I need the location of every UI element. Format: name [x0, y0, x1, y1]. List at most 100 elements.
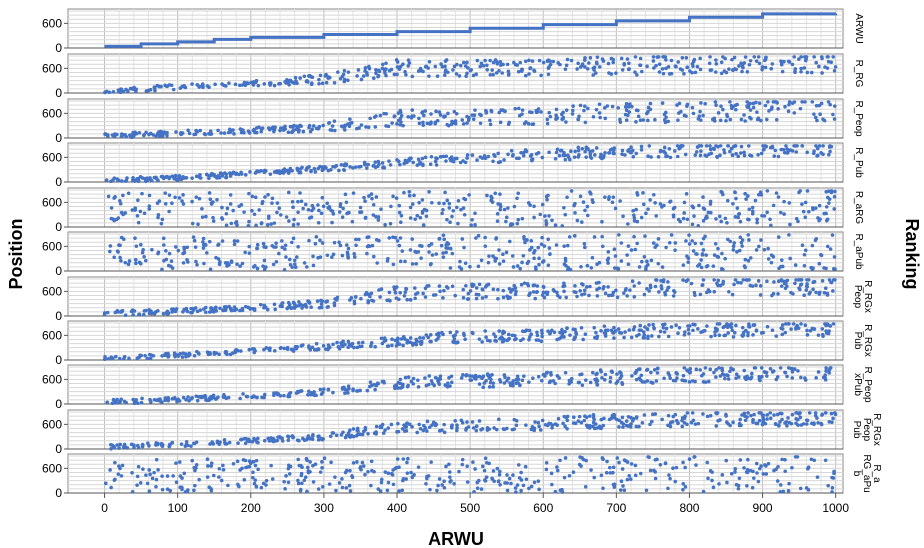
data-point [115, 177, 120, 181]
data-point [297, 303, 301, 308]
data-point [288, 390, 293, 395]
data-point [622, 488, 627, 493]
data-point [317, 125, 321, 130]
data-point [719, 219, 724, 224]
data-point [250, 439, 255, 444]
data-point [710, 470, 714, 474]
data-point [711, 264, 716, 268]
data-point [559, 112, 564, 117]
data-point [551, 379, 556, 383]
data-point [269, 463, 273, 468]
data-point [482, 381, 487, 385]
data-point [218, 306, 222, 311]
data-point [728, 100, 732, 104]
data-point [192, 488, 196, 493]
data-point [326, 347, 330, 352]
data-point [478, 155, 483, 159]
data-point [714, 424, 719, 428]
data-point [516, 69, 521, 74]
data-point [776, 195, 781, 199]
data-point [181, 395, 186, 400]
data-point [450, 214, 454, 219]
data-point [499, 108, 504, 112]
data-point [165, 130, 169, 135]
data-point [799, 322, 803, 326]
data-point [514, 381, 519, 386]
data-point [582, 418, 587, 423]
data-point [815, 475, 820, 479]
data-point [568, 267, 573, 272]
data-point [491, 159, 495, 164]
data-point [561, 115, 566, 120]
data-point [442, 237, 446, 242]
data-point [411, 376, 416, 381]
data-point [539, 378, 544, 383]
data-point [368, 380, 373, 384]
data-point [695, 64, 700, 69]
data-point [135, 214, 140, 218]
data-point [683, 414, 687, 419]
data-point [301, 343, 305, 347]
data-point [778, 210, 783, 215]
data-point [750, 209, 755, 214]
data-point [794, 416, 798, 421]
data-point [512, 283, 517, 288]
data-point [830, 233, 835, 237]
data-point [500, 71, 505, 75]
data-point [194, 195, 199, 199]
data-point [519, 470, 523, 475]
data-point [583, 149, 587, 154]
data-point [685, 411, 690, 415]
data-point [646, 105, 651, 110]
data-point [629, 248, 634, 252]
data-point [161, 311, 166, 316]
data-point [489, 109, 494, 114]
data-point [441, 233, 446, 237]
data-point [308, 436, 312, 441]
data-point [443, 59, 448, 63]
data-point [799, 278, 803, 282]
data-point [293, 265, 298, 270]
data-point [826, 59, 831, 64]
data-point [378, 295, 382, 299]
data-point [317, 305, 322, 310]
data-point [340, 485, 345, 490]
data-point [585, 213, 590, 218]
data-point [465, 156, 469, 160]
data-point [310, 203, 315, 208]
data-point [565, 195, 569, 200]
data-point [814, 206, 818, 210]
data-point [608, 375, 613, 380]
data-point [619, 331, 624, 335]
data-point [428, 162, 433, 167]
data-point [400, 427, 405, 431]
data-point [693, 422, 698, 426]
data-point [365, 251, 369, 256]
data-point [512, 337, 517, 342]
data-point [714, 217, 718, 221]
data-point [411, 382, 416, 386]
data-point [768, 416, 773, 421]
data-point [699, 118, 703, 122]
data-point [832, 69, 837, 73]
data-point [760, 65, 765, 69]
data-point [130, 471, 134, 475]
data-point [218, 260, 222, 264]
data-point [190, 306, 195, 311]
data-point [439, 62, 443, 66]
data-point [510, 222, 515, 226]
data-point [228, 352, 233, 357]
data-point [176, 354, 181, 358]
data-point [495, 466, 500, 471]
data-point [220, 82, 224, 86]
data-point [194, 174, 199, 179]
data-point [600, 57, 605, 61]
data-point [686, 260, 691, 265]
data-point [275, 210, 279, 215]
data-point [398, 123, 403, 127]
data-point [229, 259, 234, 263]
data-point [502, 207, 507, 212]
data-point [358, 432, 362, 437]
data-point [549, 373, 553, 377]
data-point [626, 244, 631, 248]
